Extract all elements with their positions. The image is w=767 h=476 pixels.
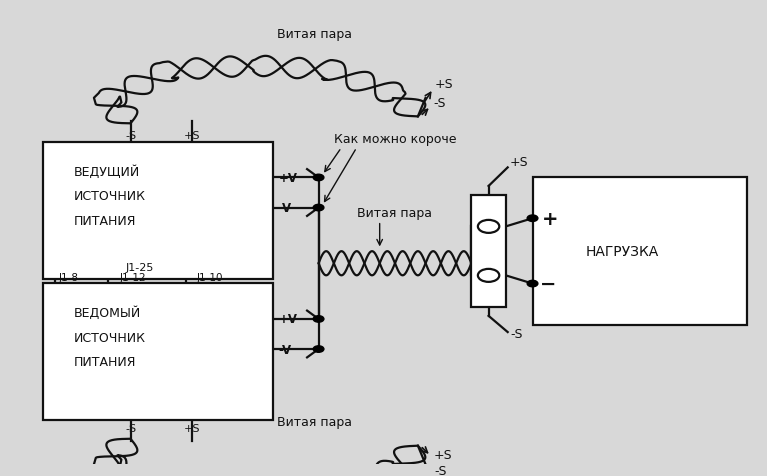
Text: +V: +V bbox=[278, 313, 298, 326]
Text: ПИТАНИЯ: ПИТАНИЯ bbox=[74, 356, 137, 369]
Text: J1-10: J1-10 bbox=[196, 272, 222, 282]
Text: J1-25: J1-25 bbox=[126, 263, 154, 273]
Circle shape bbox=[313, 175, 324, 181]
Text: −: − bbox=[540, 275, 557, 293]
Text: +S: +S bbox=[184, 131, 201, 141]
Circle shape bbox=[313, 346, 324, 353]
Bar bbox=[44, 284, 273, 420]
Text: ИСТОЧНИК: ИСТОЧНИК bbox=[74, 331, 146, 344]
Text: -S: -S bbox=[510, 327, 522, 340]
Text: +V: +V bbox=[278, 171, 298, 185]
Text: J1-8: J1-8 bbox=[59, 272, 79, 282]
Text: Как можно короче: Как можно короче bbox=[334, 133, 456, 146]
Circle shape bbox=[313, 316, 324, 323]
Text: ВЕДОМЫЙ: ВЕДОМЫЙ bbox=[74, 306, 141, 319]
Text: +S: +S bbox=[433, 448, 452, 461]
Text: -V: -V bbox=[278, 202, 292, 215]
Text: +S: +S bbox=[510, 156, 528, 169]
Bar bbox=[44, 143, 273, 279]
Text: Витая пара: Витая пара bbox=[277, 29, 351, 41]
Text: -S: -S bbox=[433, 97, 446, 110]
Text: Витая пара: Витая пара bbox=[277, 415, 351, 428]
Text: -S: -S bbox=[125, 131, 136, 141]
Text: ВЕДУЩИЙ: ВЕДУЩИЙ bbox=[74, 165, 140, 178]
Text: -V: -V bbox=[278, 343, 292, 356]
Text: Витая пара: Витая пара bbox=[357, 207, 432, 219]
Bar bbox=[472, 196, 505, 307]
Circle shape bbox=[313, 205, 324, 211]
Text: ПИТАНИЯ: ПИТАНИЯ bbox=[74, 215, 137, 228]
Text: -S: -S bbox=[125, 424, 136, 434]
Text: ИСТОЧНИК: ИСТОЧНИК bbox=[74, 190, 146, 203]
Circle shape bbox=[527, 281, 538, 287]
Text: НАГРУЗКА: НАГРУЗКА bbox=[586, 244, 660, 258]
Text: +S: +S bbox=[435, 78, 453, 91]
Text: -S: -S bbox=[435, 464, 447, 476]
Text: +S: +S bbox=[184, 424, 201, 434]
Text: +: + bbox=[542, 209, 558, 228]
Bar bbox=[532, 177, 746, 326]
Text: J1-12: J1-12 bbox=[120, 272, 146, 282]
Circle shape bbox=[527, 216, 538, 222]
